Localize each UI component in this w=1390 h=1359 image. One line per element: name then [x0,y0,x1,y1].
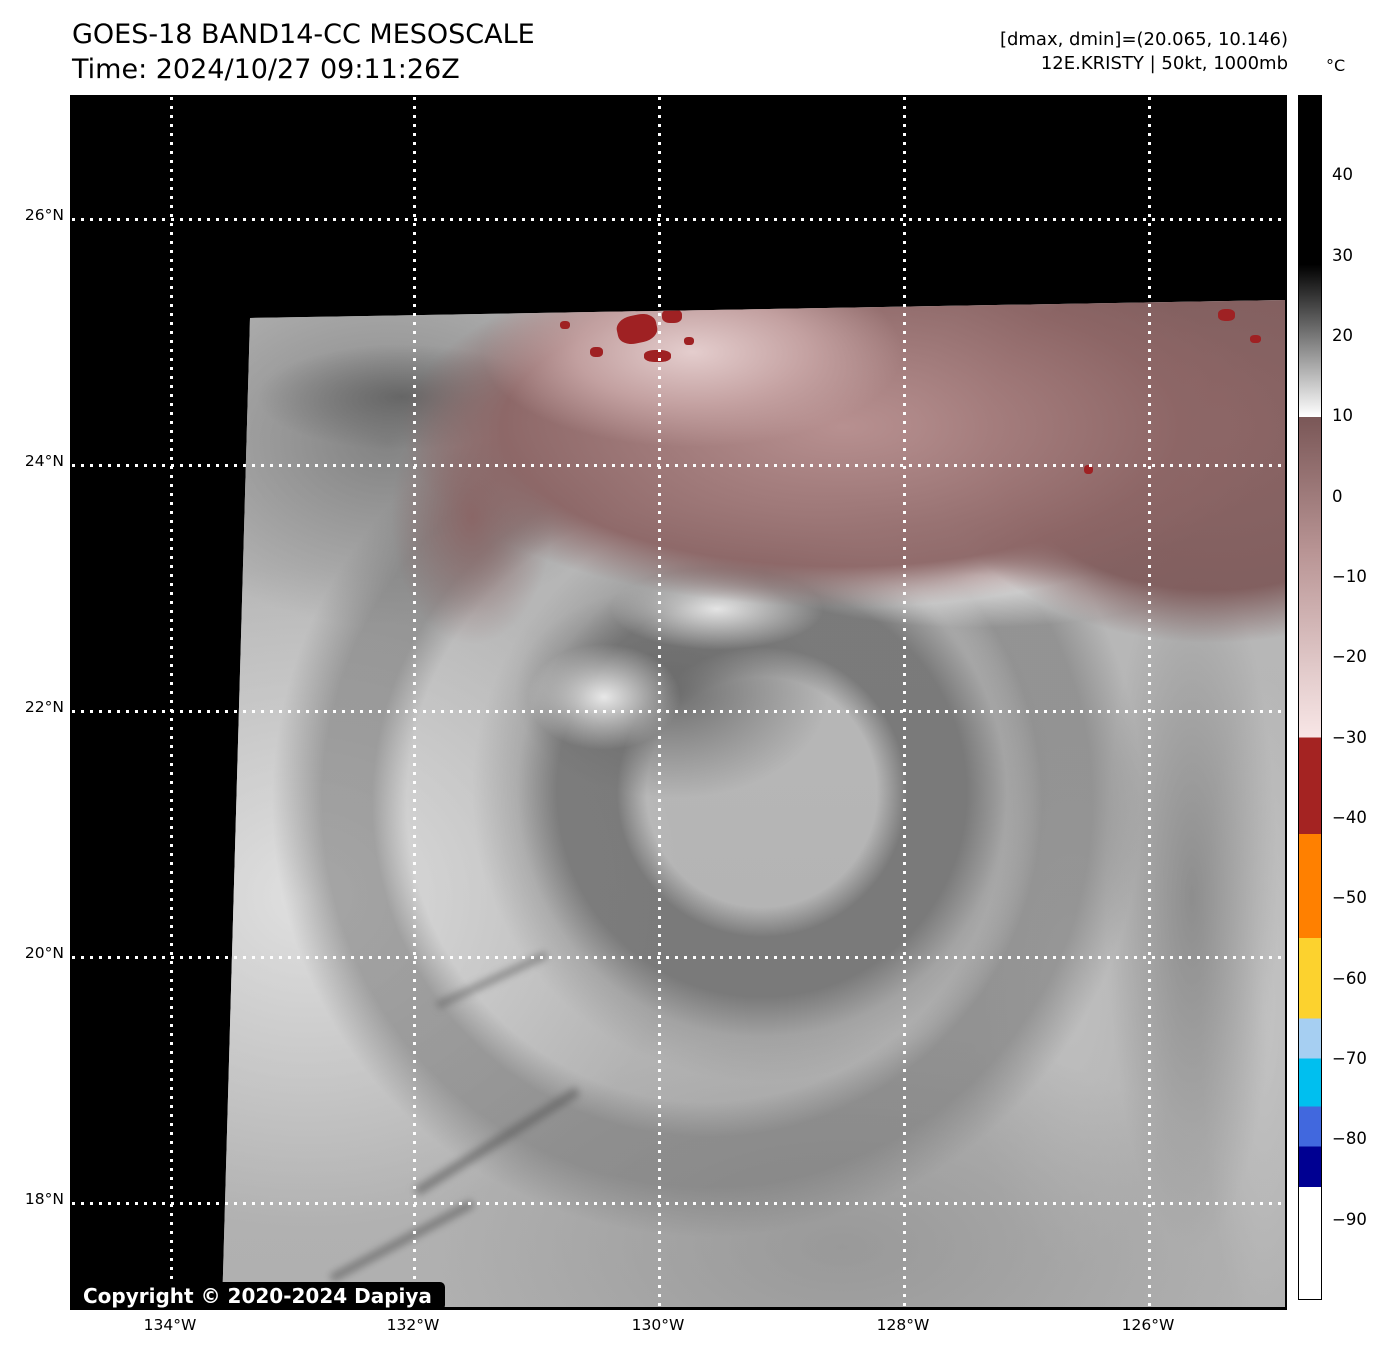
cloud-streak [414,1087,580,1196]
gridline-26n [72,218,1285,221]
cloud-streak [329,1199,475,1283]
lon-tick-130w: 130°W [631,1316,685,1334]
colorbar-tick: −80 [1332,1129,1367,1148]
lat-tick-26n: 26°N [24,206,64,224]
lon-tick-132w: 132°W [386,1316,440,1334]
colorbar-tick: −90 [1332,1210,1367,1229]
storm-info: 12E.KRISTY | 50kt, 1000mb [1040,53,1288,75]
gridline-18n [72,1202,1285,1205]
gridline-132w [413,97,416,1307]
gridline-22n [72,710,1285,713]
colorbar-tick: −60 [1332,969,1367,988]
header-title-block: GOES-18 BAND14-CC MESOSCALE Time: 2024/1… [72,18,535,87]
lat-tick-22n: 22°N [24,698,64,716]
colorbar-tick: 20 [1332,326,1353,345]
cold-cloud-speck [590,347,603,357]
colorbar-tick: 30 [1332,246,1353,265]
satellite-map-frame [70,95,1287,1310]
colorbar-tick: −50 [1332,888,1367,907]
colorbar-tick: 40 [1332,165,1353,184]
timestamp: Time: 2024/10/27 09:11:26Z [72,53,460,85]
gridline-126w [1148,97,1151,1307]
colorbar-tick: 0 [1332,487,1343,506]
lat-tick-24n: 24°N [24,452,64,470]
lat-tick-18n: 18°N [24,1190,64,1208]
header-info-block: [dmax, dmin]=(20.065, 10.146) 12E.KRISTY… [1000,28,1288,77]
gridline-20n [72,956,1285,959]
dmax-dmin-readout: [dmax, dmin]=(20.065, 10.146) [999,29,1288,50]
lon-tick-134w: 134°W [143,1316,197,1334]
cold-cloud-speck [644,350,671,362]
gridline-130w [658,97,661,1307]
cold-cloud-speck [614,311,660,347]
cold-cloud-speck [1084,465,1093,474]
colorbar-unit-label: °C [1326,56,1346,75]
cold-cloud-speck [684,337,694,345]
cold-cloud-speck [560,321,570,329]
cloud-streak [436,951,548,1009]
gridline-24n [72,464,1285,467]
temperature-colorbar [1298,95,1322,1300]
cold-cloud-speck [1250,335,1261,343]
colorbar-tick: −40 [1332,808,1367,827]
cold-cloud-speck [1218,309,1235,321]
colorbar-tick: 10 [1332,406,1353,425]
lat-tick-20n: 20°N [24,944,64,962]
gridline-128w [903,97,906,1307]
colorbar-tick: −20 [1332,647,1367,666]
lon-tick-126w: 126°W [1121,1316,1175,1334]
satellite-image [222,300,1285,1307]
lon-tick-128w: 128°W [876,1316,930,1334]
colorbar-tick: −10 [1332,567,1367,586]
copyright-badge: Copyright © 2020-2024 Dapiya [70,1282,445,1310]
cold-cloud-speck [662,309,682,323]
colorbar-tick: −30 [1332,728,1367,747]
colorbar-tick: −70 [1332,1049,1367,1068]
product-title: GOES-18 BAND14-CC MESOSCALE [72,19,535,50]
gridline-134w [170,97,173,1307]
